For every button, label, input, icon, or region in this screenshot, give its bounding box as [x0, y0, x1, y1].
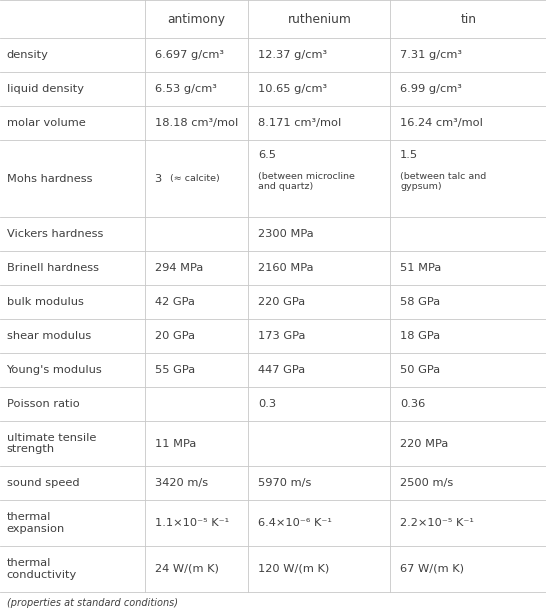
Text: antimony: antimony	[168, 13, 225, 26]
Text: bulk modulus: bulk modulus	[7, 297, 84, 307]
Text: 20 GPa: 20 GPa	[155, 331, 194, 341]
Text: liquid density: liquid density	[7, 84, 84, 94]
Text: 3420 m/s: 3420 m/s	[155, 478, 207, 488]
Text: 50 GPa: 50 GPa	[400, 365, 440, 375]
Text: 0.3: 0.3	[258, 399, 276, 409]
Text: thermal
expansion: thermal expansion	[7, 512, 65, 534]
Text: 6.4×10⁻⁶ K⁻¹: 6.4×10⁻⁶ K⁻¹	[258, 518, 332, 528]
Text: 18.18 cm³/mol: 18.18 cm³/mol	[155, 118, 238, 128]
Text: Poisson ratio: Poisson ratio	[7, 399, 79, 409]
Text: (properties at standard conditions): (properties at standard conditions)	[7, 598, 177, 608]
Text: (≈ calcite): (≈ calcite)	[170, 174, 219, 183]
Text: sound speed: sound speed	[7, 478, 79, 488]
Text: 6.5: 6.5	[258, 150, 276, 160]
Text: 16.24 cm³/mol: 16.24 cm³/mol	[400, 118, 483, 128]
Text: 8.171 cm³/mol: 8.171 cm³/mol	[258, 118, 341, 128]
Text: 2.2×10⁻⁵ K⁻¹: 2.2×10⁻⁵ K⁻¹	[400, 518, 474, 528]
Text: 18 GPa: 18 GPa	[400, 331, 440, 341]
Text: molar volume: molar volume	[7, 118, 85, 128]
Text: 42 GPa: 42 GPa	[155, 297, 194, 307]
Text: density: density	[7, 50, 49, 60]
Text: shear modulus: shear modulus	[7, 331, 91, 341]
Text: tin: tin	[460, 13, 476, 26]
Text: 12.37 g/cm³: 12.37 g/cm³	[258, 50, 328, 60]
Text: 220 GPa: 220 GPa	[258, 297, 305, 307]
Text: 120 W/(m K): 120 W/(m K)	[258, 564, 329, 574]
Text: 173 GPa: 173 GPa	[258, 331, 306, 341]
Text: 6.53 g/cm³: 6.53 g/cm³	[155, 84, 216, 94]
Text: 5970 m/s: 5970 m/s	[258, 478, 312, 488]
Text: 2300 MPa: 2300 MPa	[258, 229, 314, 239]
Text: (between talc and
gypsum): (between talc and gypsum)	[400, 172, 486, 191]
Text: 294 MPa: 294 MPa	[155, 263, 203, 273]
Text: 1.5: 1.5	[400, 150, 418, 160]
Text: 2500 m/s: 2500 m/s	[400, 478, 454, 488]
Text: 11 MPa: 11 MPa	[155, 438, 196, 448]
Text: thermal
conductivity: thermal conductivity	[7, 558, 77, 579]
Text: 0.36: 0.36	[400, 399, 425, 409]
Text: Brinell hardness: Brinell hardness	[7, 263, 98, 273]
Text: 220 MPa: 220 MPa	[400, 438, 448, 448]
Text: 3: 3	[155, 173, 162, 184]
Text: 24 W/(m K): 24 W/(m K)	[155, 564, 218, 574]
Text: 1.1×10⁻⁵ K⁻¹: 1.1×10⁻⁵ K⁻¹	[155, 518, 229, 528]
Text: 447 GPa: 447 GPa	[258, 365, 305, 375]
Text: ruthenium: ruthenium	[288, 13, 351, 26]
Text: 6.697 g/cm³: 6.697 g/cm³	[155, 50, 223, 60]
Text: 67 W/(m K): 67 W/(m K)	[400, 564, 464, 574]
Text: Vickers hardness: Vickers hardness	[7, 229, 103, 239]
Text: 7.31 g/cm³: 7.31 g/cm³	[400, 50, 462, 60]
Text: 6.99 g/cm³: 6.99 g/cm³	[400, 84, 462, 94]
Text: 10.65 g/cm³: 10.65 g/cm³	[258, 84, 328, 94]
Text: Mohs hardness: Mohs hardness	[7, 173, 92, 184]
Text: ultimate tensile
strength: ultimate tensile strength	[7, 433, 96, 454]
Text: (between microcline
and quartz): (between microcline and quartz)	[258, 172, 355, 191]
Text: 58 GPa: 58 GPa	[400, 297, 440, 307]
Text: Young's modulus: Young's modulus	[7, 365, 102, 375]
Text: 55 GPa: 55 GPa	[155, 365, 194, 375]
Text: 2160 MPa: 2160 MPa	[258, 263, 314, 273]
Text: 51 MPa: 51 MPa	[400, 263, 442, 273]
